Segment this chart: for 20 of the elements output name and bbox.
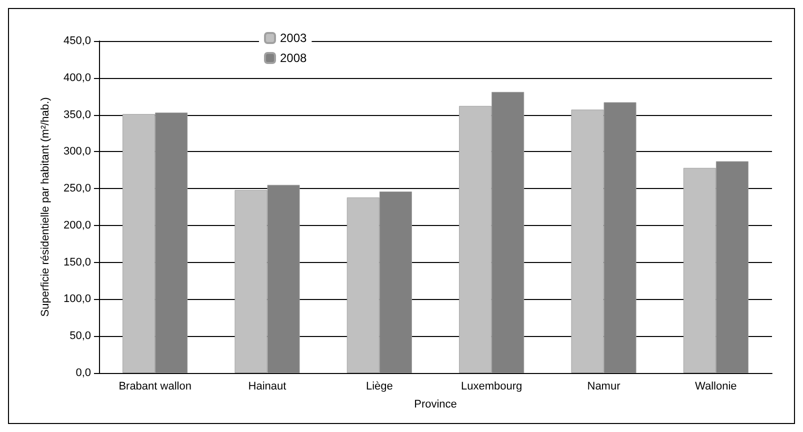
x-tick-label: Wallonie (695, 380, 737, 392)
y-tick-label: 200,0 (63, 219, 91, 232)
y-tick-label: 450,0 (63, 35, 91, 47)
x-tick-label: Namur (587, 380, 621, 392)
y-tick-label: 0,0 (76, 367, 91, 379)
y-tick-label: 150,0 (63, 256, 91, 268)
y-tick-label: 100,0 (63, 293, 91, 306)
x-tick-label: Hainaut (248, 380, 286, 392)
y-axis-title: Superficie résidentielle par habitant (m²/hab.) (40, 97, 52, 317)
legend-label: 2008 (280, 51, 308, 65)
x-tick-label: Luxembourg (461, 380, 522, 392)
y-tick-label: 50,0 (70, 330, 91, 342)
x-tick-label: Brabant wallon (118, 380, 192, 392)
y-tick-label: 300,0 (63, 146, 91, 158)
x-axis-title: Province (414, 398, 457, 410)
x-tick-label: Liège (366, 380, 393, 392)
y-tick-label: 350,0 (63, 108, 91, 121)
y-tick-label: 400,0 (63, 72, 91, 84)
y-tick-label: 250,0 (63, 182, 91, 195)
legend-label: 2003 (280, 31, 308, 45)
